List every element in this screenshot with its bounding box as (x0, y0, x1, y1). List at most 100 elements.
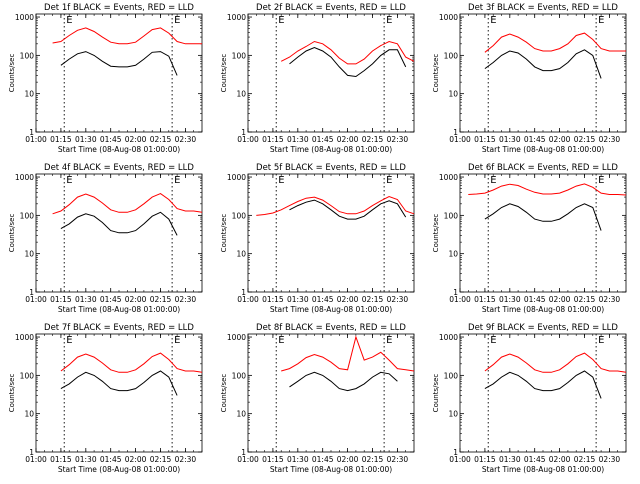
y-tick-label: 1 (453, 448, 458, 457)
y-axis-label: Counts/sec (8, 374, 16, 413)
series-line-lld (484, 352, 627, 373)
x-tick-label: 02:30 (175, 295, 197, 304)
series-line-lld (256, 195, 415, 216)
x-tick-label: 02:30 (599, 135, 621, 144)
x-tick-label: 01:15 (474, 295, 496, 304)
x-tick-label: 02:00 (549, 135, 571, 144)
plot-title: Det 8f BLACK = Events, RED = LLD (256, 323, 406, 333)
series-line-lld (52, 193, 203, 215)
event-marker: E (278, 335, 284, 346)
x-tick-label: 01:00 (237, 295, 259, 304)
x-tick-label: 01:15 (474, 455, 496, 464)
x-tick-label: 02:15 (362, 295, 384, 304)
y-axis-label: Counts/sec (432, 54, 440, 93)
y-tick-label: 100 (20, 211, 35, 220)
y-tick-label: 10 (24, 410, 34, 419)
event-marker: E (174, 15, 180, 26)
series-line-events (289, 371, 398, 392)
y-tick-label: 1 (241, 448, 246, 457)
y-tick-label: 100 (232, 371, 247, 380)
event-marker: E (490, 335, 496, 346)
series-line-events (60, 51, 178, 76)
x-tick-label: 02:00 (549, 295, 571, 304)
x-tick-label: 01:15 (262, 455, 284, 464)
x-axis-label: Start Time (08-Aug-08 01:00:00) (58, 465, 180, 474)
x-tick-label: 02:00 (125, 455, 147, 464)
event-marker: E (490, 15, 496, 26)
series-line-events (289, 46, 407, 78)
series-line-events (484, 49, 602, 79)
x-axis-label: Start Time (08-Aug-08 01:00:00) (270, 305, 392, 314)
x-tick-label: 01:00 (449, 135, 471, 144)
y-tick-label: 1 (453, 288, 458, 297)
panel-2: Det 2f BLACK = Events, RED = LLD 1 10 100 10… (220, 3, 415, 154)
x-tick-label: 02:15 (574, 455, 596, 464)
x-tick-label: 01:30 (75, 295, 97, 304)
x-axis-label: Start Time (08-Aug-08 01:00:00) (482, 465, 604, 474)
y-tick-label: 100 (444, 371, 459, 380)
series-line-events (484, 203, 602, 231)
y-tick-label: 10 (24, 250, 34, 259)
plot-title: Det 9f BLACK = Events, RED = LLD (468, 323, 618, 333)
y-tick-label: 100 (20, 51, 35, 60)
y-tick-label: 1 (29, 128, 34, 137)
plot-title: Det 1f BLACK = Events, RED = LLD (44, 3, 194, 13)
plot-title: Det 4f BLACK = Events, RED = LLD (44, 163, 194, 173)
series-line-lld (280, 40, 415, 65)
plot-title: Det 7f BLACK = Events, RED = LLD (44, 323, 194, 333)
y-axis-label: Counts/sec (432, 374, 440, 413)
series-line-lld (52, 27, 202, 45)
x-tick-label: 02:30 (387, 295, 409, 304)
y-tick-label: 100 (232, 51, 247, 60)
x-tick-label: 01:30 (499, 135, 521, 144)
x-tick-label: 01:45 (312, 455, 334, 464)
x-tick-label: 02:30 (175, 135, 197, 144)
x-tick-label: 01:30 (499, 295, 521, 304)
event-marker: E (490, 175, 496, 186)
y-tick-label: 10 (448, 410, 458, 419)
panel-4: Det 4f BLACK = Events, RED = LLD 1 10 100 10… (8, 163, 203, 314)
plot-title: Det 5f BLACK = Events, RED = LLD (256, 163, 406, 173)
series-line-events (484, 370, 602, 399)
series-line-events (289, 199, 407, 220)
event-marker: E (66, 175, 72, 186)
y-tick-label: 1000 (15, 333, 34, 342)
x-axis-label: Start Time (08-Aug-08 01:00:00) (270, 465, 392, 474)
panel-6: Det 6f BLACK = Events, RED = LLD 1 10 100 10… (432, 163, 627, 314)
x-tick-label: 01:45 (524, 295, 546, 304)
x-tick-label: 01:00 (237, 135, 259, 144)
x-tick-label: 01:00 (449, 455, 471, 464)
y-axis-label: Counts/sec (220, 54, 228, 93)
x-tick-label: 01:15 (50, 295, 72, 304)
x-tick-label: 02:00 (337, 135, 359, 144)
plot-frame (247, 13, 415, 133)
plot-frame (35, 333, 203, 453)
event-marker: E (174, 335, 180, 346)
event-marker: E (598, 15, 604, 26)
y-tick-label: 1000 (15, 13, 34, 22)
x-tick-label: 01:45 (524, 135, 546, 144)
y-tick-label: 10 (236, 250, 246, 259)
y-axis-label: Counts/sec (8, 54, 16, 93)
y-tick-label: 1 (29, 288, 34, 297)
x-tick-label: 02:00 (125, 135, 147, 144)
x-tick-label: 02:00 (549, 455, 571, 464)
y-axis-label: Counts/sec (432, 214, 440, 253)
x-tick-label: 02:15 (150, 455, 172, 464)
plot-frame (247, 333, 415, 453)
x-tick-label: 02:30 (387, 135, 409, 144)
x-axis-label: Start Time (08-Aug-08 01:00:00) (270, 145, 392, 154)
plot-title: Det 2f BLACK = Events, RED = LLD (256, 3, 406, 13)
x-tick-label: 01:00 (25, 295, 47, 304)
x-tick-label: 02:15 (150, 135, 172, 144)
plot-frame (459, 333, 627, 453)
series-line-lld (484, 32, 626, 53)
plot-frame (459, 13, 627, 133)
y-tick-label: 10 (236, 410, 246, 419)
plot-title: Det 6f BLACK = Events, RED = LLD (468, 163, 618, 173)
x-tick-label: 01:15 (262, 135, 284, 144)
x-axis-label: Start Time (08-Aug-08 01:00:00) (482, 145, 604, 154)
x-tick-label: 01:15 (50, 135, 72, 144)
series-line-events (60, 370, 178, 396)
